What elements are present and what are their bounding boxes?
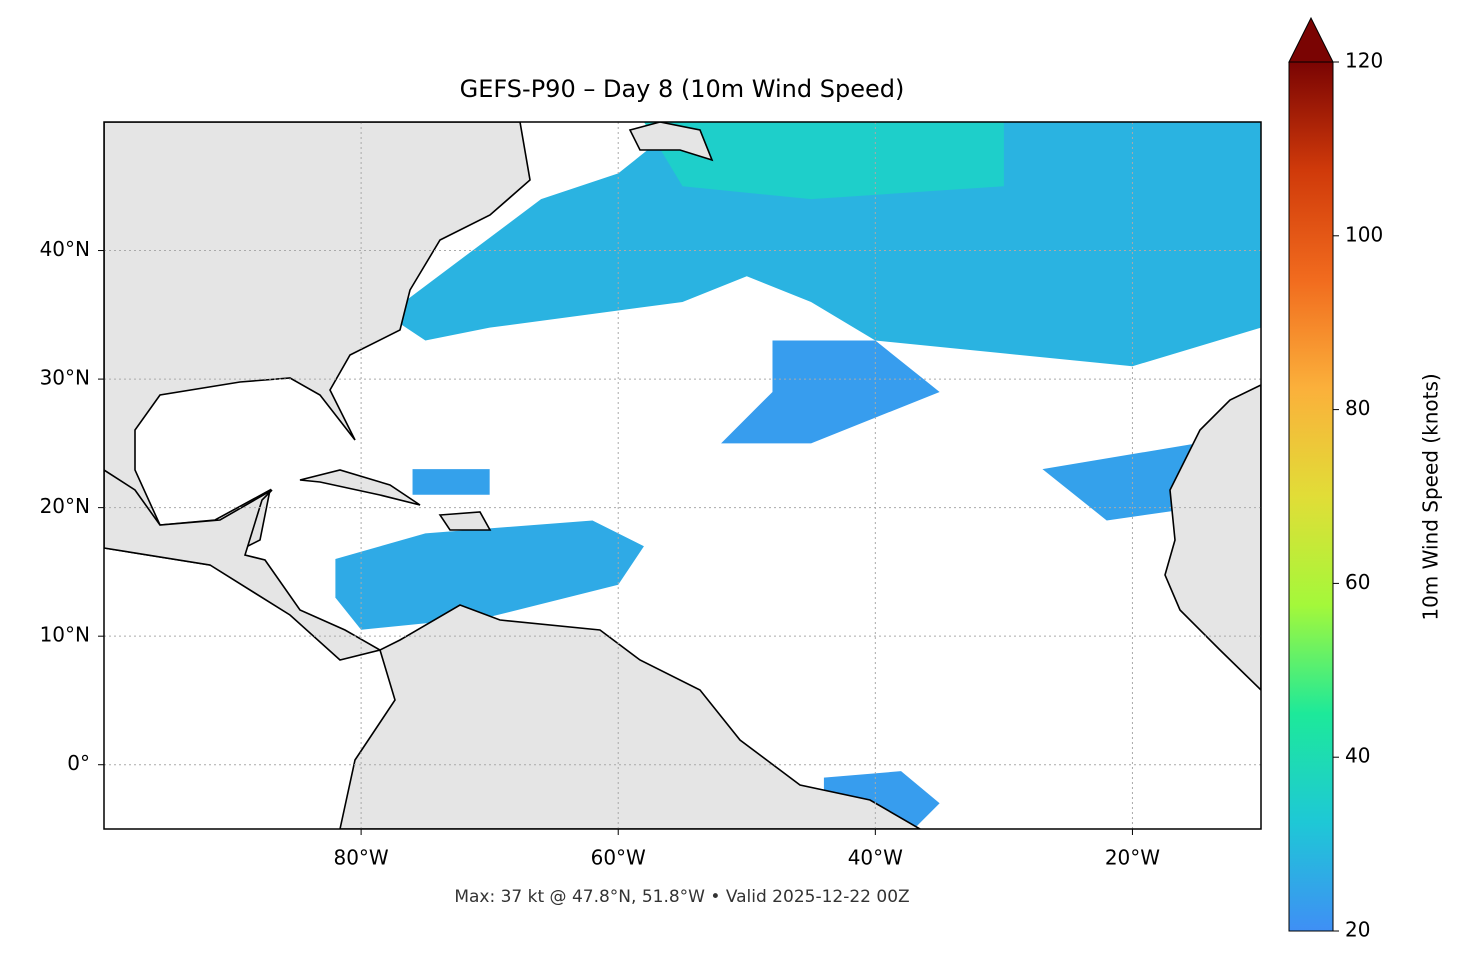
wind-region <box>1042 443 1197 521</box>
chart-title: GEFS-P90 – Day 8 (10m Wind Speed) <box>460 75 905 103</box>
colorbar-tick-label: 120 <box>1345 49 1383 73</box>
wind-region <box>386 122 1261 367</box>
colorbar-tick-label: 20 <box>1345 918 1370 942</box>
y-tick-label: 20°N <box>40 494 90 518</box>
colorbar-label: 10m Wind Speed (knots) <box>1419 373 1443 620</box>
central-america <box>104 469 383 661</box>
land <box>104 122 1261 829</box>
wind-region <box>823 771 940 829</box>
x-tick-label: 20°W <box>1105 846 1160 870</box>
y-tick-label: 0° <box>67 751 90 775</box>
cuba <box>299 469 421 506</box>
map-frame <box>103 121 1262 830</box>
north-america <box>104 122 531 566</box>
map-area <box>104 122 1261 829</box>
wind-region <box>643 122 1004 200</box>
south-america <box>339 604 922 829</box>
colorbar-tick-label: 60 <box>1345 570 1370 594</box>
x-tick-label: 40°W <box>848 846 903 870</box>
y-tick-label: 30°N <box>40 366 90 390</box>
y-tick-label: 10°N <box>40 623 90 647</box>
wind-region <box>412 469 490 495</box>
wind-field <box>335 122 1261 829</box>
colorbar-extend <box>1288 16 1334 63</box>
africa <box>1164 384 1261 692</box>
colorbar-tick-label: 40 <box>1345 744 1370 768</box>
wind-region <box>721 340 940 444</box>
colorbar: 20 40 60 80 100 120 <box>1288 16 1383 942</box>
annotation: Max: 37 kt @ 47.8°N, 51.8°W • Valid 2025… <box>454 887 909 907</box>
y-tick-label: 40°N <box>40 237 90 261</box>
axes: 80°W 60°W 40°W 20°W 0° 10°N 20°N 30°N 40°N <box>40 237 1161 869</box>
x-tick-label: 80°W <box>333 846 388 870</box>
colorbar-tick-label: 80 <box>1345 396 1370 420</box>
newfoundland <box>628 122 714 162</box>
wind-region <box>335 520 644 630</box>
colorbar-body <box>1288 61 1334 932</box>
x-tick-label: 60°W <box>591 846 646 870</box>
colorbar-tick-label: 100 <box>1345 222 1383 246</box>
hispaniola <box>438 511 492 531</box>
